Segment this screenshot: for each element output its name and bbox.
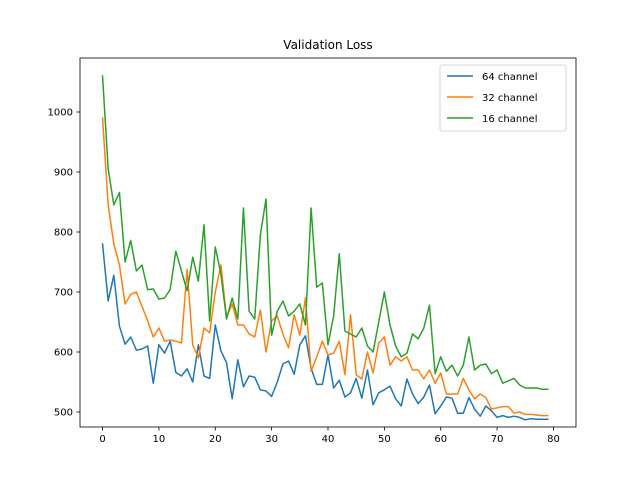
legend-box — [439, 64, 567, 132]
x-tick-label: 0 — [99, 434, 105, 445]
legend: 64 channel 32 channel 16 channel — [439, 64, 567, 132]
x-tick-label: 80 — [547, 434, 560, 445]
x-tick-label: 20 — [209, 434, 222, 445]
x-tick-label: 70 — [491, 434, 504, 445]
y-tick-label: 1000 — [48, 108, 73, 119]
series-line-2 — [101, 117, 549, 417]
legend-label-3: 16 channel — [482, 114, 537, 125]
x-tick-label: 50 — [378, 434, 391, 445]
y-tick-label: 500 — [54, 408, 73, 419]
x-tick-label: 30 — [265, 434, 278, 445]
y-tick-label: 800 — [54, 228, 73, 239]
x-tick-label: 40 — [322, 434, 335, 445]
y-tick-label: 900 — [54, 168, 73, 179]
x-tick-label: 10 — [153, 434, 166, 445]
x-tick-label: 60 — [434, 434, 447, 445]
series-line-1 — [101, 243, 549, 421]
chart-title: Validation Loss — [283, 38, 372, 52]
y-tick-label: 700 — [54, 288, 73, 299]
series-layer — [101, 75, 549, 421]
y-tick-label: 600 — [54, 348, 73, 359]
series-line-3 — [101, 75, 549, 390]
legend-label-2: 32 channel — [482, 93, 537, 104]
axes: 0 10 20 30 40 50 60 70 80 500 600 700 800 900 1000 — [48, 57, 577, 445]
legend-label-1: 64 channel — [482, 72, 537, 83]
